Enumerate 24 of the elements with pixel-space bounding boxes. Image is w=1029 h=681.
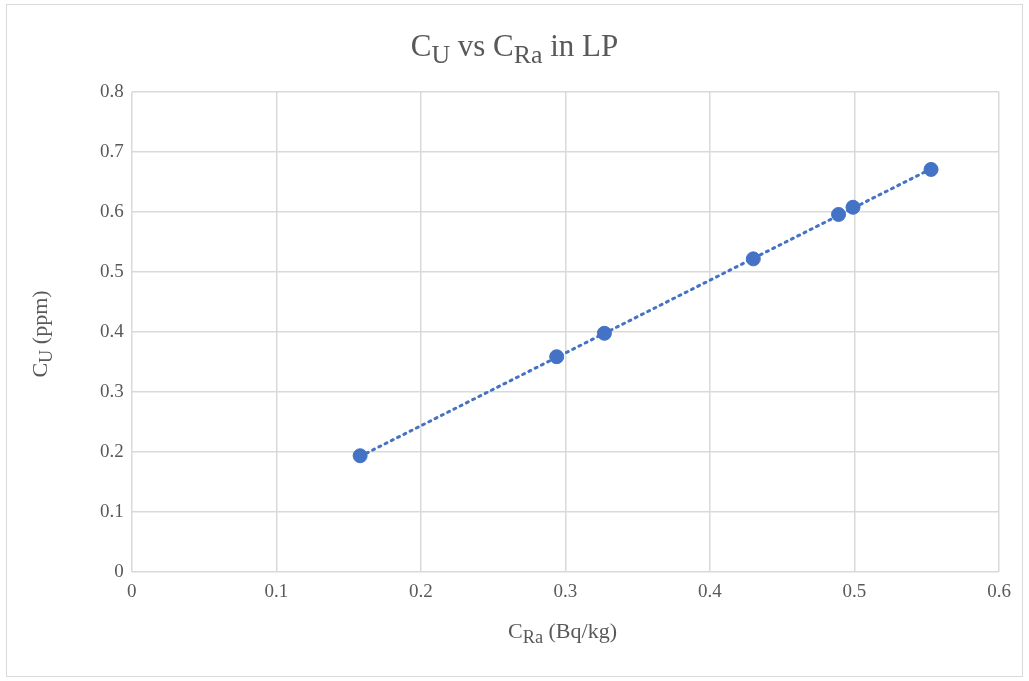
point xyxy=(745,251,761,267)
y-tick-label: 0.1 xyxy=(100,500,124,522)
point xyxy=(596,325,612,341)
x-tick-label: 0.1 xyxy=(264,579,289,601)
point xyxy=(352,448,368,464)
x-tick-label: 0.6 xyxy=(987,579,1011,601)
point xyxy=(845,199,861,215)
y-tick-label: 0 xyxy=(114,560,124,582)
y-tick-label: 0.6 xyxy=(100,200,124,222)
y-tick-label: 0.8 xyxy=(100,79,124,101)
point xyxy=(923,161,939,177)
chart-title: C$_{U}$ vs C$_{Ra}$ in LP xyxy=(409,28,620,71)
y-tick-label: 0.7 xyxy=(100,140,124,162)
x-tick-label: 0.5 xyxy=(842,579,867,601)
y-tick-label: 0.5 xyxy=(100,260,124,282)
x-tick-label: 0.3 xyxy=(553,579,578,601)
x-tick-label: 0.4 xyxy=(698,579,723,601)
point xyxy=(831,206,847,222)
y-tick-label: 0.2 xyxy=(100,440,124,462)
y-tick-label: 0.4 xyxy=(100,320,125,342)
x-axis-title: C$_{Ra}$ (Bq/kg) xyxy=(507,618,618,649)
x-tick-label: 0.2 xyxy=(408,579,433,601)
point xyxy=(549,349,565,365)
y-tick-label: 0.3 xyxy=(100,380,124,402)
